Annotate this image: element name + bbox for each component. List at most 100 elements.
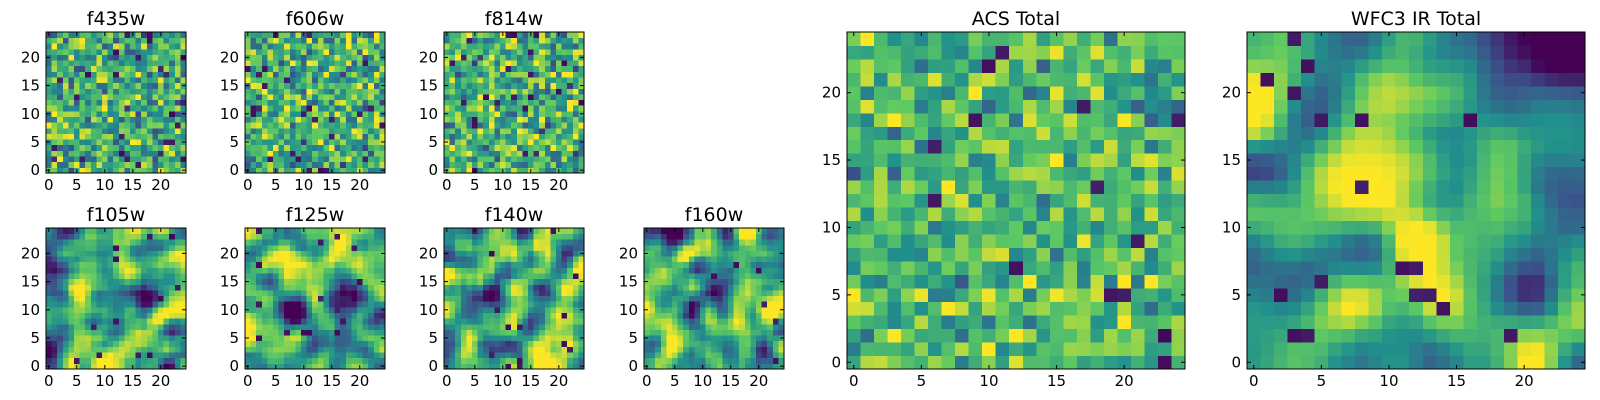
- heatmap-cell: [373, 122, 380, 129]
- heatmap-cell: [79, 256, 86, 263]
- heatmap-cell: [505, 335, 512, 342]
- heatmap-cell: [68, 167, 75, 174]
- heatmap-cell: [572, 312, 579, 319]
- heatmap-cell: [340, 273, 347, 280]
- heatmap-cell: [85, 273, 92, 280]
- heatmap-cell: [102, 122, 108, 129]
- heatmap-cell: [90, 167, 97, 174]
- heatmap-cell: [135, 156, 142, 163]
- heatmap-cell: [79, 144, 86, 151]
- heatmap-cell: [733, 267, 740, 274]
- heatmap-cell: [113, 156, 120, 163]
- heatmap-cell: [694, 357, 701, 364]
- heatmap-cell: [46, 284, 52, 291]
- heatmap-cell: [79, 323, 86, 330]
- heatmap-cell: [761, 306, 768, 313]
- heatmap-cell: [914, 328, 929, 343]
- heatmap-cell: [488, 48, 495, 55]
- heatmap-cell: [256, 228, 263, 235]
- heatmap-cell: [550, 267, 557, 274]
- heatmap-cell: [733, 261, 740, 268]
- heatmap-cell: [672, 346, 678, 353]
- heatmap-cell: [533, 65, 540, 72]
- heatmap-cell: [561, 156, 568, 163]
- heatmap-cell: [68, 267, 75, 274]
- heatmap-cell: [528, 110, 534, 117]
- heatmap-cell: [739, 267, 746, 274]
- heatmap-cell: [169, 167, 176, 174]
- heatmap-cell: [96, 161, 103, 168]
- heatmap-cell: [556, 312, 562, 319]
- heatmap-cell: [1171, 193, 1186, 208]
- heatmap-cell: [705, 306, 712, 313]
- heatmap-cell: [672, 318, 678, 325]
- heatmap-cell: [705, 233, 712, 240]
- heatmap-cell: [301, 77, 307, 84]
- heatmap-cell: [528, 340, 534, 347]
- heatmap-cell: [135, 312, 142, 319]
- heatmap-cell: [460, 88, 467, 95]
- y-tick-label: 0: [628, 357, 638, 375]
- heatmap-cell: [57, 363, 64, 370]
- heatmap-cell: [245, 77, 251, 84]
- heatmap-cell: [163, 48, 170, 55]
- heatmap-cell: [550, 48, 557, 55]
- heatmap-cell: [174, 60, 181, 67]
- heatmap-cell: [351, 32, 358, 39]
- heatmap-cell: [516, 105, 523, 112]
- heatmap-cell: [57, 295, 64, 302]
- heatmap-cell: [744, 335, 751, 342]
- heatmap-cell: [130, 250, 136, 257]
- heatmap-cell: [466, 318, 473, 325]
- heatmap-cell: [267, 110, 274, 117]
- heatmap-cell: [539, 139, 546, 146]
- heatmap-cell: [312, 77, 319, 84]
- heatmap-cell: [340, 71, 347, 78]
- heatmap-cell: [130, 295, 136, 302]
- heatmap-cell: [250, 318, 257, 325]
- heatmap-cell: [152, 77, 159, 84]
- heatmap-cell: [180, 228, 187, 235]
- heatmap-cell: [79, 48, 86, 55]
- heatmap-cell: [572, 82, 579, 89]
- heatmap-cell: [528, 122, 534, 129]
- heatmap-cell: [649, 318, 656, 325]
- heatmap-cell: [477, 43, 484, 50]
- heatmap-cell: [444, 116, 450, 123]
- heatmap-cell: [46, 116, 52, 123]
- heatmap-cell: [317, 43, 324, 50]
- heatmap-cell: [494, 335, 501, 342]
- heatmap-cell: [345, 139, 352, 146]
- heatmap-cell: [46, 318, 52, 325]
- heatmap-cell: [778, 340, 785, 347]
- heatmap-cell: [544, 133, 551, 140]
- heatmap-cell: [85, 329, 92, 336]
- heatmap-cell: [340, 335, 347, 342]
- heatmap-cell: [578, 127, 585, 134]
- heatmap-cell: [494, 150, 501, 157]
- heatmap-cell: [329, 127, 335, 134]
- heatmap-cell: [295, 329, 302, 336]
- heatmap-cell: [694, 278, 701, 285]
- heatmap-cell: [672, 290, 678, 297]
- heatmap-cell: [317, 284, 324, 291]
- heatmap-cell: [756, 352, 762, 359]
- heatmap-cell: [688, 340, 695, 347]
- heatmap-cell: [644, 267, 650, 274]
- heatmap-cell: [79, 363, 86, 370]
- heatmap-cell: [278, 261, 285, 268]
- heatmap-cell: [57, 329, 64, 336]
- heatmap-cell: [273, 273, 279, 280]
- heatmap-cell: [68, 60, 75, 67]
- heatmap-cell: [466, 352, 473, 359]
- heatmap-cell: [1103, 166, 1118, 181]
- heatmap-cell: [158, 150, 164, 157]
- heatmap-cell: [539, 346, 546, 353]
- heatmap-cell: [62, 329, 69, 336]
- heatmap-cell: [74, 77, 80, 84]
- heatmap-cell: [124, 133, 131, 140]
- heatmap-cell: [522, 144, 529, 151]
- axes-frame: [45, 227, 187, 370]
- heatmap-cell: [488, 228, 495, 235]
- heatmap-cell: [174, 290, 181, 297]
